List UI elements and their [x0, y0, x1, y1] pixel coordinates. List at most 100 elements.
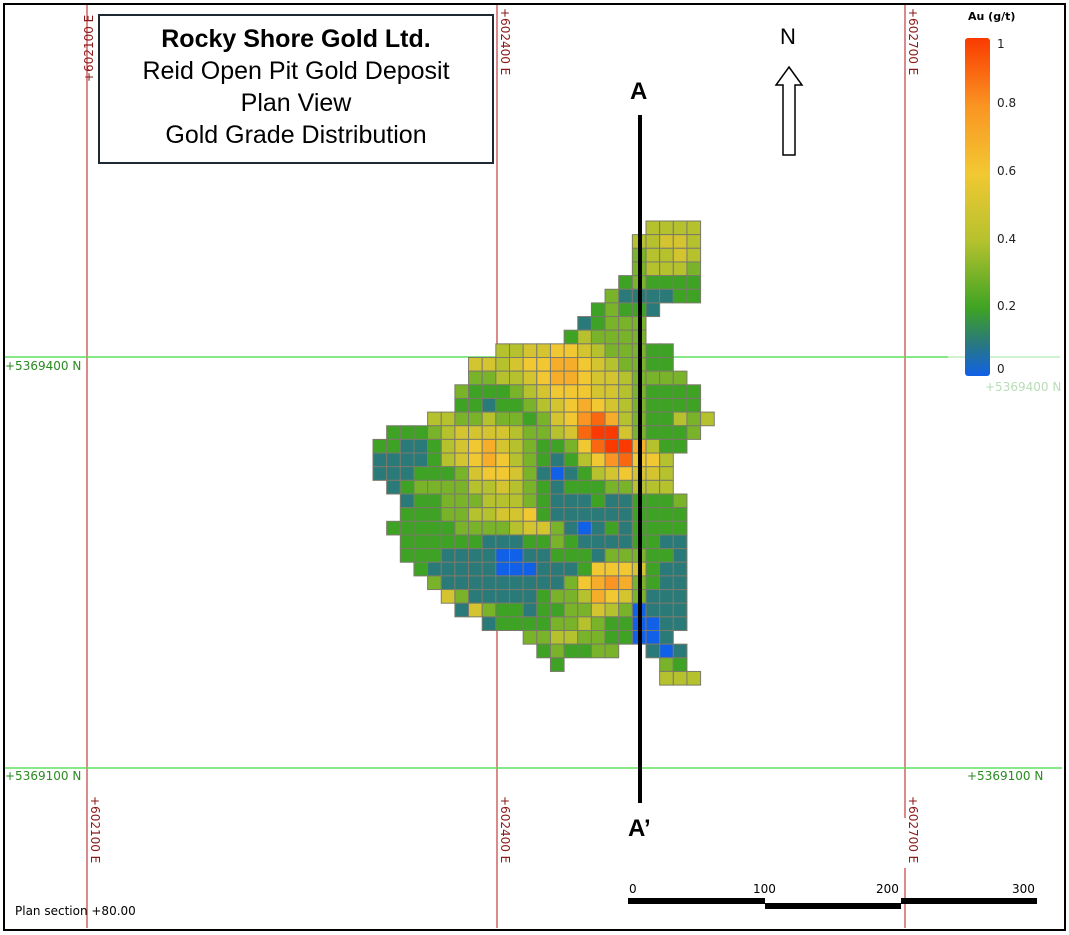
grade-block [659, 589, 674, 604]
grade-block [536, 370, 551, 386]
grade-block [495, 520, 511, 536]
grade-block [481, 384, 497, 399]
grade-block [590, 589, 606, 604]
grade-block [590, 302, 606, 318]
grade-block [563, 370, 579, 386]
grade-block [522, 452, 538, 468]
grade-block [399, 479, 415, 495]
grade-block [413, 507, 429, 522]
grade-block [659, 616, 674, 631]
grade-block [645, 302, 661, 318]
grade-block [427, 466, 442, 481]
grade-block [427, 561, 442, 577]
grade-block [509, 616, 524, 631]
grade-block [509, 425, 524, 440]
grade-block [618, 616, 633, 631]
grade-block [577, 384, 592, 399]
grade-block [645, 357, 661, 372]
grade-block [563, 589, 579, 604]
grade-block [645, 561, 661, 577]
grade-block [495, 589, 511, 604]
grade-block [454, 452, 470, 468]
grade-block [509, 575, 524, 591]
grade-block [454, 602, 470, 618]
grade-block [549, 357, 565, 372]
grade-block [577, 575, 592, 591]
grade-block [454, 589, 470, 604]
grade-block [509, 370, 524, 386]
colorbar-tick: 0 [997, 362, 1005, 376]
grade-block [495, 452, 511, 468]
grade-block [495, 602, 511, 618]
grade-block [386, 438, 401, 454]
grade-block [495, 466, 511, 481]
easting-label-top-602100: +602100 E [82, 14, 96, 82]
grade-block [577, 507, 592, 522]
grade-block [563, 411, 579, 427]
grade-block [454, 534, 470, 550]
grade-block [468, 520, 483, 536]
grade-block [672, 438, 688, 454]
north-label: N [780, 24, 796, 49]
grade-block [427, 493, 442, 509]
grade-block [686, 425, 702, 440]
grade-block [440, 466, 456, 481]
grade-block [672, 657, 688, 672]
grade-block [509, 534, 524, 550]
grade-block [454, 384, 470, 399]
grade-block [645, 589, 661, 604]
grade-block [686, 411, 702, 427]
grade-block [672, 397, 688, 413]
scale-label: 0 [629, 882, 637, 896]
grade-block [577, 493, 592, 509]
grade-block [536, 507, 551, 522]
grade-block [536, 357, 551, 372]
grade-block [590, 602, 606, 618]
grade-block [454, 466, 470, 481]
grade-block [549, 616, 565, 631]
block-model [372, 220, 715, 686]
grade-block [549, 384, 565, 399]
grade-block [522, 438, 538, 454]
grade-block [618, 507, 633, 522]
grade-block [427, 411, 442, 427]
grade-block [659, 452, 674, 468]
grade-block [563, 479, 579, 495]
grade-block [590, 493, 606, 509]
grade-block [618, 466, 633, 481]
grade-block [686, 384, 702, 399]
grade-block [399, 452, 415, 468]
grade-block [549, 438, 565, 454]
grade-block [509, 589, 524, 604]
grade-block [577, 643, 592, 659]
grade-block [659, 438, 674, 454]
colorbar-tick: 0.8 [997, 96, 1017, 110]
grade-block [604, 384, 620, 399]
grade-block [563, 438, 579, 454]
grade-block [386, 520, 401, 536]
grade-block [536, 384, 551, 399]
easting-label-bottom-602700: +602700 E [906, 796, 920, 864]
grade-block [427, 534, 442, 550]
grade-block [577, 357, 592, 372]
grade-block [686, 234, 702, 249]
grade-block [549, 575, 565, 591]
grade-block [536, 343, 551, 359]
grade-block [604, 507, 620, 522]
grade-block [672, 234, 688, 249]
grade-block [509, 452, 524, 468]
grade-block [549, 479, 565, 495]
grade-block [454, 520, 470, 536]
grade-block [618, 411, 633, 427]
grade-block [618, 452, 633, 468]
grade-block [590, 507, 606, 522]
grade-block [440, 452, 456, 468]
grade-block [509, 343, 524, 359]
grade-block [522, 343, 538, 359]
grade-block [549, 466, 565, 481]
grade-block [509, 602, 524, 618]
grade-block [645, 234, 661, 249]
grade-block [577, 316, 592, 331]
grade-block [604, 329, 620, 345]
